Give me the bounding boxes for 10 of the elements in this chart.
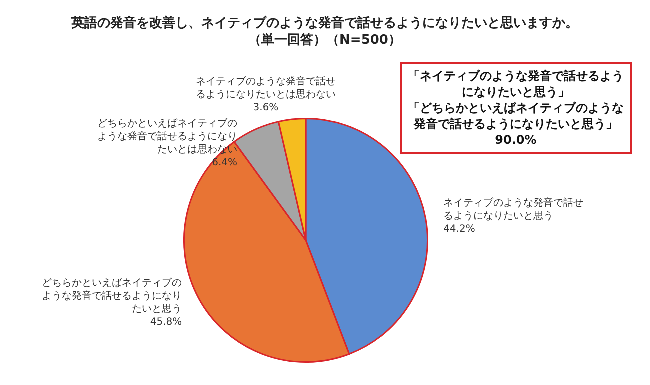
callout-box: 「ネイティブのような発音で話せるようになりたいと思う」 「どちらかといえばネイティブのような発音で話せるようになりたいと思う」 90.0% [400,62,632,154]
data-label: 44.2% [444,224,476,236]
slice-label: どちらかといえばネイティブのような発音で話せるようになりたいと思う [42,277,182,316]
chart-subtitle: （単一回答）（N=500） [248,33,402,48]
data-label: 6.4% [212,158,238,169]
chart-title: 英語の発音を改善し、ネイティブのような発音で話せるようになりたいと思いますか。 [70,15,578,31]
slice-label: ネイティブのような発音で話せるようになりたいと思う [444,197,584,222]
data-label: 3.6% [253,102,279,114]
data-label: 45.8% [150,317,182,328]
slice-label: ネイティブのような発音で話せるようになりたいとは思わない [196,76,336,101]
